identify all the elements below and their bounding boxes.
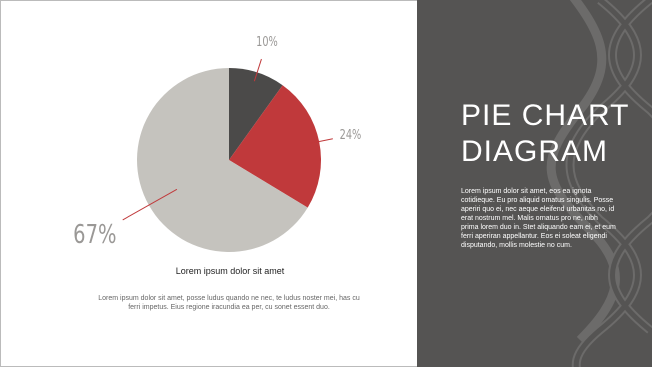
leader-line [253,58,262,82]
leader-line [310,138,333,144]
title-line: PIE CHART [461,99,630,132]
description: Lorem ipsum dolor sit amet, posse ludus … [98,295,360,311]
subtitle: Lorem ipsum dolor sit amet [175,266,285,276]
title-line: DIAGRAM [461,135,609,168]
value-label: 67% [73,220,116,249]
panel-title: PIE CHART DIAGRAM [461,98,629,170]
pie-slice [137,68,308,253]
value-label: 24% [340,127,362,143]
leader-line [122,188,178,221]
panel-body: Lorem ipsum dolor sit amet, eos ea ignot… [461,188,616,249]
value-label: 10% [256,33,278,49]
pie-slice [229,68,283,160]
pie-slice [229,85,321,208]
